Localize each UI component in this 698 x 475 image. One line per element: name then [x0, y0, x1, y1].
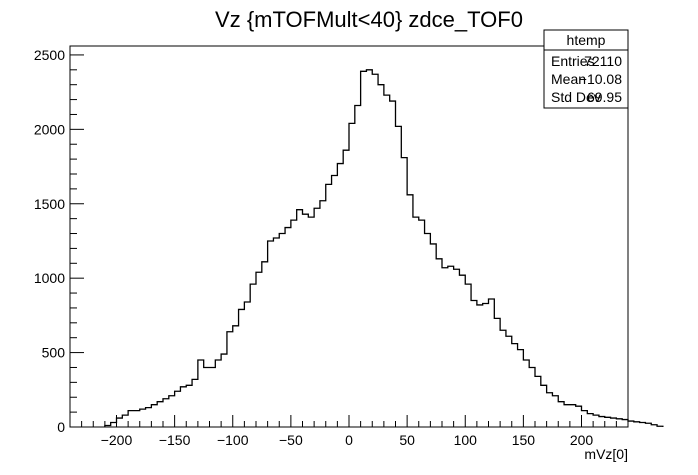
x-tick-label: −50 [279, 432, 303, 448]
stats-entries-label: Entries [551, 53, 595, 69]
y-tick-label: 0 [57, 419, 65, 435]
x-tick-label: 150 [512, 432, 536, 448]
stats-box: htemp Entries 72110 Mean −10.08 Std Dev … [543, 29, 629, 109]
x-tick-label: −200 [101, 432, 133, 448]
x-tick-label: −100 [217, 432, 249, 448]
stats-mean-value: −10.08 [579, 71, 622, 87]
y-tick-label: 1000 [34, 270, 65, 286]
stats-entries-value: 72110 [584, 53, 622, 69]
stats-stddev-label: Std Dev [551, 89, 601, 105]
y-axis: 0 500 1000 1500 2000 2500 [34, 47, 84, 435]
stats-stddev-value: 69.95 [587, 89, 622, 105]
x-tick-label: 200 [570, 432, 594, 448]
chart-title: Vz {mTOFMult<40} zdce_TOF0 [215, 7, 523, 32]
y-tick-label: 1500 [34, 196, 65, 212]
x-tick-label: −150 [159, 432, 191, 448]
y-tick-label: 2500 [34, 47, 65, 63]
stats-mean-label: Mean [551, 71, 586, 87]
x-axis: −200 −150 −100 −50 0 50 100 150 200 [69, 415, 629, 448]
x-axis-label: mVz[0] [584, 446, 628, 462]
stats-box-frame [543, 29, 629, 109]
stats-box-title: htemp [567, 32, 606, 48]
x-tick-label: 50 [399, 432, 415, 448]
x-tick-label: 100 [454, 432, 478, 448]
y-tick-label: 2000 [34, 121, 65, 137]
y-tick-label: 500 [42, 345, 66, 361]
x-tick-label: 0 [345, 432, 353, 448]
histogram-line [104, 69, 664, 427]
